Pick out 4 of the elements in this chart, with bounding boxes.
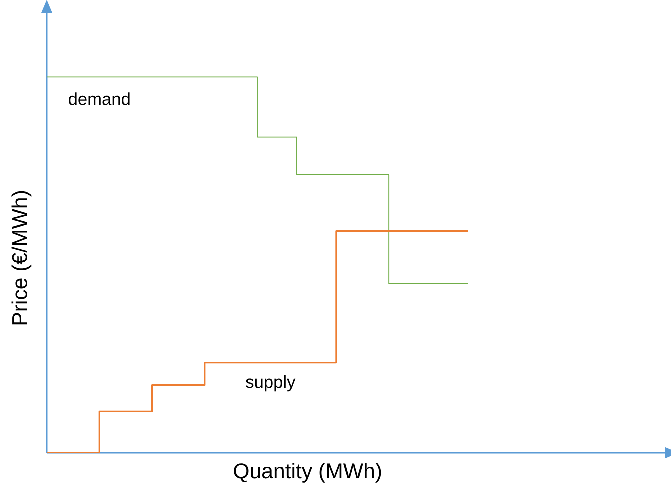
series-label: supply bbox=[246, 376, 296, 392]
x-axis-title: Quantity (MWh) bbox=[234, 463, 382, 483]
series-label: demand bbox=[69, 92, 130, 106]
y-axis-title: Price (€/MWh) bbox=[12, 191, 32, 325]
